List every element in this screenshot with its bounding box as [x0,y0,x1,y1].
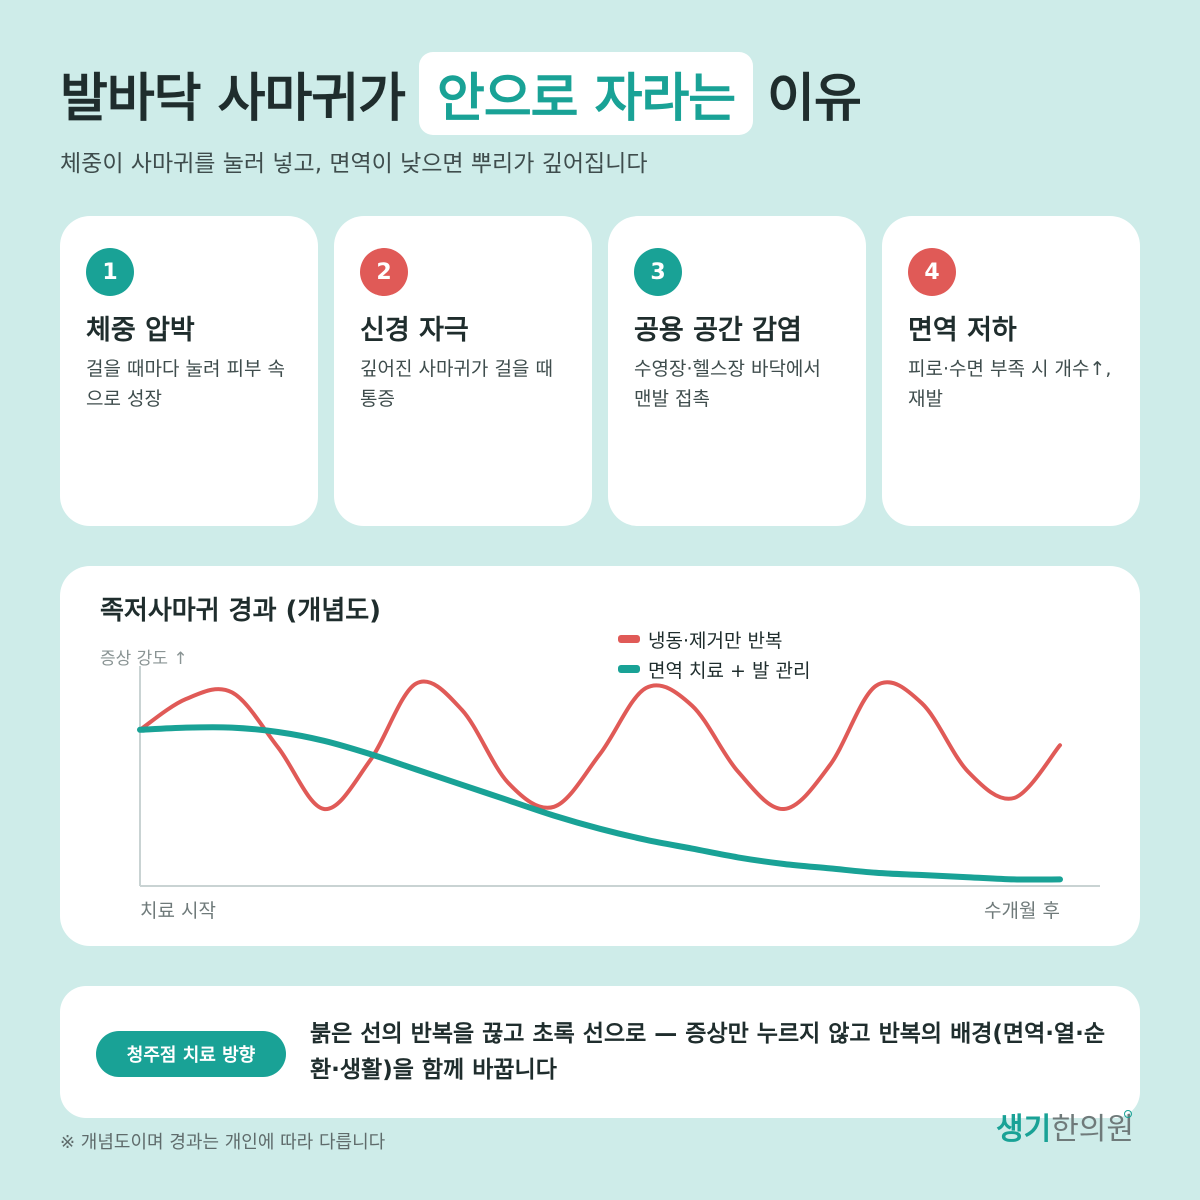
page-title: 발바닥 사마귀가 안으로 자라는 이유 [60,52,862,135]
cause-card-2: 2 신경 자극 깊어진 사마귀가 걸을 때 통증 [334,216,592,526]
logo-part2: 한의원 [1051,1112,1135,1147]
chart-title: 족저사마귀 경과 (개념도) [100,596,382,626]
x-axis-start-label: 치료 시작 [140,900,216,922]
number-badge: 2 [360,248,408,296]
cause-card-4: 4 면역 저하 피로·수면 부족 시 개수↑, 재발 [882,216,1140,526]
cause-card-3: 3 공용 공간 감염 수영장·헬스장 바닥에서 맨발 접촉 [608,216,866,526]
card-description: 깊어진 사마귀가 걸을 때 통증 [360,358,553,410]
treatment-direction-text: 붉은 선의 반복을 끊고 초록 선으로 — 증상만 누르지 않고 반복의 배경(… [310,1021,1106,1083]
y-axis-label: 증상 강도 ↑ [100,649,188,669]
logo-dot-icon [1124,1110,1132,1118]
logo-part1: 생기 [996,1112,1052,1147]
legend-item-immune: 면역 치료 + 발 관리 [618,654,810,684]
page-subtitle: 체중이 사마귀를 눌러 넣고, 면역이 낮으면 뿌리가 깊어집니다 [60,151,648,177]
title-highlight: 안으로 자라는 [418,52,754,135]
legend-swatch-red [618,635,640,643]
series-line-removal [138,679,1062,812]
cause-card-1: 1 체중 압박 걸을 때마다 눌려 피부 속으로 성장 [60,216,318,526]
clinic-direction-badge: 청주점 치료 방향 [96,1031,286,1077]
card-title: 신경 자극 [360,315,469,346]
card-title: 면역 저하 [908,315,1017,346]
clinic-logo: 생기한의원 [996,1104,1134,1148]
number-badge: 3 [634,248,682,296]
x-axis-end-label: 수개월 후 [984,900,1060,922]
series-line-immune [137,724,1063,883]
progress-chart [137,666,1100,887]
title-prefix: 발바닥 사마귀가 [60,69,406,129]
chart-legend: 냉동·제거만 반복 면역 치료 + 발 관리 [618,624,810,684]
footnote: ※ 개념도이며 경과는 개인에 따라 다릅니다 [60,1132,386,1153]
card-title: 공용 공간 감염 [634,315,802,346]
progress-chart-panel: 족저사마귀 경과 (개념도) 증상 강도 ↑ 냉동·제거만 반복 면역 치료 +… [60,566,1140,946]
card-description: 수영장·헬스장 바닥에서 맨발 접촉 [634,358,821,410]
legend-item-removal: 냉동·제거만 반복 [618,624,810,654]
legend-label: 면역 치료 + 발 관리 [648,659,811,682]
card-description: 걸을 때마다 눌려 피부 속으로 성장 [86,358,285,410]
title-suffix: 이유 [767,69,862,129]
legend-label: 냉동·제거만 반복 [648,629,783,652]
number-badge: 4 [908,248,956,296]
treatment-direction-panel: 청주점 치료 방향 붉은 선의 반복을 끊고 초록 선으로 — 증상만 누르지 … [60,986,1140,1118]
card-description: 피로·수면 부족 시 개수↑, 재발 [908,358,1112,410]
card-title: 체중 압박 [86,315,195,346]
legend-swatch-teal [618,665,640,673]
number-badge: 1 [86,248,134,296]
